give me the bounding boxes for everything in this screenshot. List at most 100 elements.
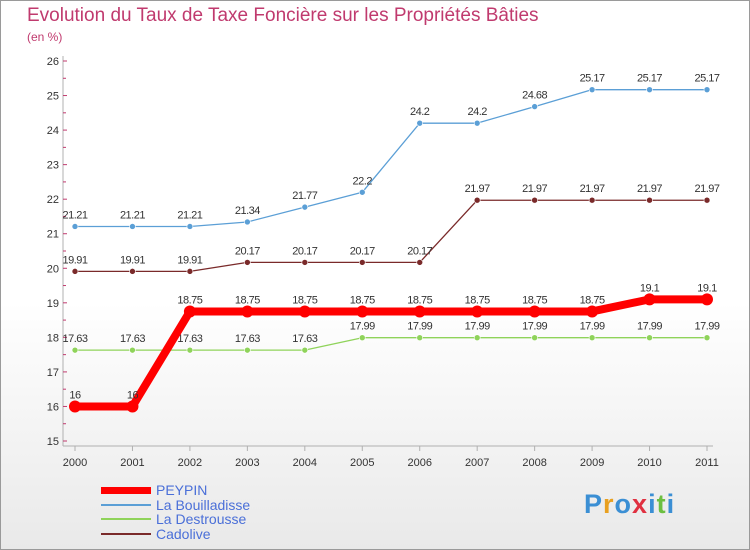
data-label-peypin: 16: [127, 389, 139, 401]
data-label-la-bouilladisse: 25.17: [637, 73, 662, 85]
data-label-cadolive: 20.17: [292, 245, 317, 257]
logo-letter: i: [648, 489, 657, 519]
data-point-peypin: [471, 305, 484, 318]
data-point-la-destrousse: [358, 334, 366, 342]
series-line-cadolive: [75, 199, 707, 273]
y-tick-label: 19: [47, 298, 59, 310]
data-label-peypin: 18.75: [522, 294, 547, 306]
y-tick-label: 18: [47, 332, 59, 344]
data-label-la-destrousse: 17.63: [120, 333, 145, 345]
data-point-la-destrousse: [531, 334, 538, 342]
data-point-cadolive: [301, 259, 309, 266]
data-label-cadolive: 20.17: [407, 245, 432, 257]
data-point-la-bouilladisse: [416, 119, 424, 127]
data-point-la-bouilladisse: [646, 86, 653, 93]
data-label-cadolive: 21.97: [580, 183, 605, 195]
legend-label-peypin: PEYPIN: [156, 482, 208, 498]
data-label-la-destrousse: 17.63: [62, 333, 87, 345]
data-label-peypin: 18.75: [580, 294, 605, 306]
data-point-cadolive: [71, 268, 79, 275]
data-point-cadolive: [416, 259, 424, 266]
data-label-la-bouilladisse: 21.34: [235, 205, 260, 217]
data-point-la-bouilladisse: [588, 86, 596, 93]
data-label-la-destrousse: 17.99: [637, 321, 662, 333]
y-tick-label: 23: [47, 160, 59, 172]
legend-swatch-peypin: [101, 487, 151, 494]
data-label-cadolive: 21.97: [694, 183, 719, 195]
data-point-cadolive: [588, 196, 596, 204]
data-label-la-destrousse: 17.63: [177, 333, 202, 345]
legend-swatch-cadolive: [101, 532, 151, 535]
legend-label-la-bouilladisse: La Bouilladisse: [156, 496, 251, 513]
x-tick-label: 2003: [235, 457, 259, 469]
data-label-la-destrousse: 17.99: [407, 321, 432, 333]
series-line-peypin: [75, 295, 707, 411]
data-point-la-bouilladisse: [186, 223, 194, 230]
y-tick-label: 16: [47, 401, 59, 413]
data-point-la-destrousse: [301, 346, 309, 354]
x-tick-label: 2009: [580, 457, 604, 469]
y-tick-label: 22: [47, 194, 59, 206]
data-label-cadolive: 20.17: [350, 245, 375, 257]
data-point-peypin: [528, 305, 541, 318]
data-label-peypin: 18.75: [177, 294, 202, 306]
data-label-la-destrousse: 17.99: [522, 321, 547, 333]
data-label-la-bouilladisse: 24.2: [410, 106, 430, 118]
x-tick-label: 2008: [522, 457, 546, 469]
data-label-cadolive: 19.91: [120, 254, 145, 266]
data-label-la-destrousse: 17.63: [292, 333, 317, 345]
data-point-peypin: [298, 305, 311, 318]
data-point-cadolive: [244, 259, 251, 266]
data-point-la-destrousse: [129, 346, 136, 354]
data-label-la-destrousse: 17.99: [350, 321, 375, 333]
data-label-la-bouilladisse: 25.17: [694, 73, 719, 85]
data-label-la-destrousse: 17.99: [694, 321, 719, 333]
data-point-la-bouilladisse: [71, 223, 79, 230]
legend-label-cadolive: Cadolive: [156, 525, 211, 542]
data-point-la-destrousse: [186, 346, 194, 354]
data-point-peypin: [126, 400, 139, 413]
legend-swatch-la-destrousse: [101, 518, 151, 520]
data-label-cadolive: 21.97: [637, 183, 662, 195]
series-line-la-bouilladisse: [75, 89, 707, 228]
data-point-la-destrousse: [416, 334, 424, 342]
data-label-peypin: 18.75: [350, 294, 375, 306]
data-point-la-destrousse: [244, 346, 251, 354]
data-label-peypin: 18.75: [235, 294, 260, 306]
data-point-la-destrousse: [588, 334, 596, 342]
x-tick-label: 2011: [695, 457, 719, 469]
data-label-cadolive: 21.97: [465, 183, 490, 195]
data-label-la-bouilladisse: 24.68: [522, 90, 547, 102]
x-tick-label: 2005: [350, 457, 374, 469]
x-tick-label: 2004: [293, 457, 317, 469]
data-label-peypin: 19.1: [697, 282, 717, 294]
data-label-peypin: 16: [69, 389, 81, 401]
logo-letter: o: [614, 489, 633, 519]
y-tick-label: 26: [47, 56, 59, 68]
x-tick-label: 2000: [63, 457, 87, 469]
logo-letter: t: [656, 489, 667, 519]
data-label-la-destrousse: 17.63: [235, 333, 260, 345]
data-point-la-bouilladisse: [703, 86, 711, 93]
chart-subtitle: (en %): [27, 30, 63, 44]
data-label-cadolive: 20.17: [235, 245, 260, 257]
data-point-cadolive: [703, 196, 711, 204]
x-tick-label: 2007: [465, 457, 489, 469]
logo-letter: r: [603, 489, 615, 519]
legend-label-la-destrousse: La Destrousse: [156, 511, 247, 527]
y-tick-label: 21: [47, 229, 59, 241]
data-point-la-destrousse: [71, 346, 79, 354]
data-point-peypin: [241, 305, 254, 318]
x-tick-label: 2001: [120, 457, 144, 469]
chart-title: Evolution du Taux de Taxe Foncière sur l…: [27, 5, 539, 26]
x-tick-label: 2006: [407, 457, 431, 469]
data-label-la-bouilladisse: 24.2: [467, 106, 487, 118]
data-label-cadolive: 19.91: [62, 254, 87, 266]
data-label-la-bouilladisse: 21.21: [120, 209, 145, 221]
data-point-peypin: [183, 305, 196, 318]
y-tick-label: 25: [47, 91, 59, 103]
data-point-cadolive: [531, 196, 538, 204]
data-label-peypin: 18.75: [465, 294, 490, 306]
